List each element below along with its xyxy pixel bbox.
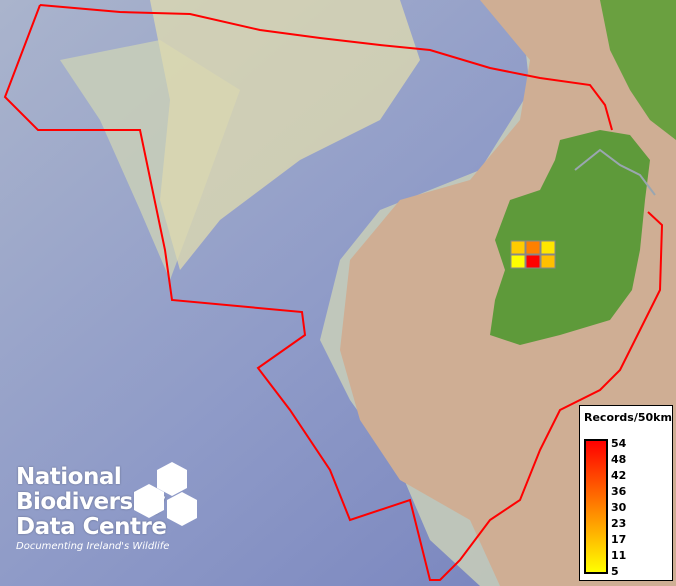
legend-tick-label: 54: [611, 437, 627, 450]
grid-cell[interactable]: [510, 240, 526, 255]
legend-tick-label: 36: [611, 485, 627, 498]
grid-cell[interactable]: [540, 254, 556, 269]
logo-line1: National: [16, 464, 122, 490]
land-britain: [600, 0, 676, 140]
shelf-shallow: [150, 0, 420, 270]
legend: Records/50km 54 48 42 36 30 23 17 11 5: [579, 405, 673, 581]
grid-cell[interactable]: [510, 254, 526, 269]
grid-cell[interactable]: [525, 240, 541, 255]
logo-tagline: Documenting Ireland's Wildlife: [16, 541, 170, 552]
grid-cell[interactable]: [540, 240, 556, 255]
eez-boundary-south: [3, 4, 664, 581]
eez-boundary: [39, 4, 613, 131]
legend-tick-label: 48: [611, 453, 627, 466]
grid-cell[interactable]: [525, 254, 541, 269]
legend-tick-label: 30: [611, 501, 627, 514]
legend-tick-label: 23: [611, 517, 627, 530]
legend-tick-label: 11: [611, 549, 627, 562]
land-ireland: [490, 130, 650, 345]
logo-line3: Data Centre: [16, 514, 167, 540]
legend-tick-label: 17: [611, 533, 627, 546]
logo-hexagons-icon: [134, 462, 197, 526]
ni-border: [574, 148, 656, 196]
records-grid: [510, 240, 556, 269]
legend-color-bar: [584, 439, 608, 574]
legend-tick-label: 42: [611, 469, 627, 482]
legend-title: Records/50km: [584, 411, 672, 424]
legend-tick-label: 5: [611, 565, 619, 578]
